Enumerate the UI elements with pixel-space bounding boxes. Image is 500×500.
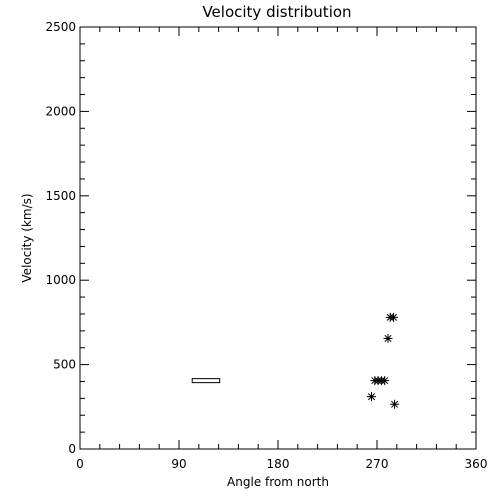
x-tick-label: 360 — [465, 457, 488, 471]
y-tick-label: 1500 — [45, 189, 76, 203]
points-layer — [367, 312, 400, 409]
x-tick-label: 270 — [366, 457, 389, 471]
chart-title: Velocity distribution — [202, 3, 351, 21]
y-axis-ticks — [80, 26, 476, 450]
y-tick-label: 500 — [53, 358, 76, 372]
x-axis-label: Angle from north — [227, 475, 329, 489]
y-axis-tick-labels: 0 500 1000 1500 2000 2500 — [45, 20, 76, 456]
x-tick-label: 0 — [76, 457, 84, 471]
x-tick-label: 180 — [267, 457, 290, 471]
x-axis-tick-labels: 0 90 180 270 360 — [76, 457, 487, 471]
data-point — [380, 376, 390, 386]
data-point — [367, 392, 376, 402]
y-tick-label: 1000 — [45, 273, 76, 287]
range-bar — [191, 378, 221, 384]
plot-area — [79, 26, 477, 450]
data-point — [383, 333, 393, 343]
data-point — [390, 399, 400, 409]
y-tick-label: 2000 — [45, 104, 76, 118]
x-axis-ticks — [79, 27, 477, 449]
data-point — [389, 312, 398, 322]
x-tick-label: 90 — [171, 457, 186, 471]
y-tick-label: 2500 — [45, 20, 76, 34]
y-axis-label: Velocity (km/s) — [20, 193, 34, 282]
y-tick-label: 0 — [68, 442, 76, 456]
bars-layer — [191, 378, 221, 384]
